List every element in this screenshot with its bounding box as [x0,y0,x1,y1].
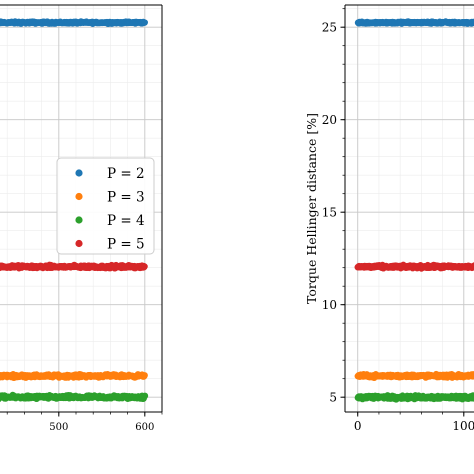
y-tick-label: 10 [322,298,337,312]
x-tick-label: 600 [135,422,154,433]
data-point [141,372,148,379]
y-axis-label: Torque Hellinger distance [%] [304,113,319,304]
series-p=4 [354,392,474,403]
y-tick-label: 15 [322,206,337,220]
legend: P = 2 P = 3 P = 4 P = 5 [56,157,155,255]
series-p=5 [0,261,148,272]
legend-marker [75,192,83,201]
left-panel: 500 600 P = 2 P = 3 P = 4 P = 5 [0,4,163,433]
series-p=2 [354,18,474,27]
legend-frame [56,157,155,255]
legend-marker [75,169,83,177]
series-p=2 [0,18,148,28]
x-tick-label: 0 [354,419,362,433]
y-tick-label: 5 [329,391,337,405]
left-axes: 500 600 [0,4,163,433]
right-grid [345,5,474,412]
y-tick-label: 25 [322,21,337,35]
legend-marker [75,216,83,224]
y-tick-label: 20 [322,113,337,127]
series-p=5 [354,261,474,272]
legend-label: P = 5 [107,237,145,253]
data-point [141,19,148,26]
legend-label: P = 4 [107,213,145,229]
series-p=4 [0,391,149,403]
x-tick-label: 100 [452,419,474,433]
series-p=3 [0,370,148,382]
data-point [141,392,149,400]
right-axes: 0 100 5 10 15 20 25 Torque Hellinger distance [… [304,4,474,433]
legend-marker [75,239,83,248]
right-points [354,18,474,403]
legend-label: P = 2 [107,166,145,182]
x-tick-label: 500 [49,422,68,433]
legend-label: P = 3 [107,190,145,206]
right-panel: 0 100 5 10 15 20 25 Torque Hellinger distance [… [304,4,474,433]
series-p=3 [354,370,474,382]
left-points [0,18,149,403]
data-point [141,263,148,270]
